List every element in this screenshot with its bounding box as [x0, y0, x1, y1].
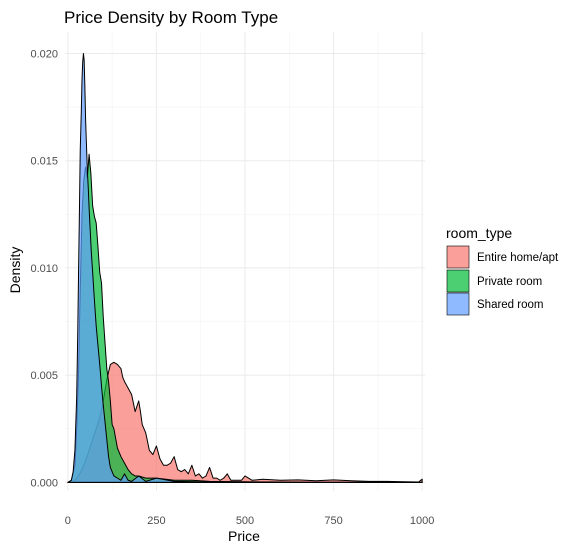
x-axis-ticks: 0 250 500 750 1000 — [65, 515, 435, 527]
y-tick-label: 0.010 — [30, 263, 58, 275]
y-tick-label: 0.015 — [30, 156, 58, 168]
x-axis-title: Price — [228, 528, 260, 544]
x-tick-label: 0 — [65, 515, 71, 527]
y-axis-ticks: 0.000 0.005 0.010 0.015 0.020 — [30, 48, 58, 489]
y-axis-title: Density — [7, 247, 23, 294]
legend-key-private-room — [446, 269, 470, 293]
legend: room_type Entire home/apt Private room S… — [446, 225, 559, 316]
density-area-shared-room — [67, 52, 423, 483]
x-tick-label: 1000 — [410, 515, 434, 527]
y-tick-label: 0.000 — [30, 477, 58, 489]
density-areas — [67, 52, 423, 483]
x-tick-label: 500 — [236, 515, 254, 527]
legend-label-private-room: Private room — [477, 276, 542, 288]
legend-label-entire-home: Entire home/apt — [477, 252, 559, 264]
legend-key-entire-home — [446, 245, 470, 269]
legend-label-shared-room: Shared room — [477, 299, 543, 311]
y-tick-label: 0.005 — [30, 370, 58, 382]
y-tick-label: 0.020 — [30, 48, 58, 60]
x-tick-label: 250 — [147, 515, 165, 527]
legend-title: room_type — [446, 225, 512, 241]
x-tick-label: 750 — [324, 515, 342, 527]
chart-title: Price Density by Room Type — [64, 8, 278, 27]
legend-key-shared-room — [446, 292, 470, 316]
